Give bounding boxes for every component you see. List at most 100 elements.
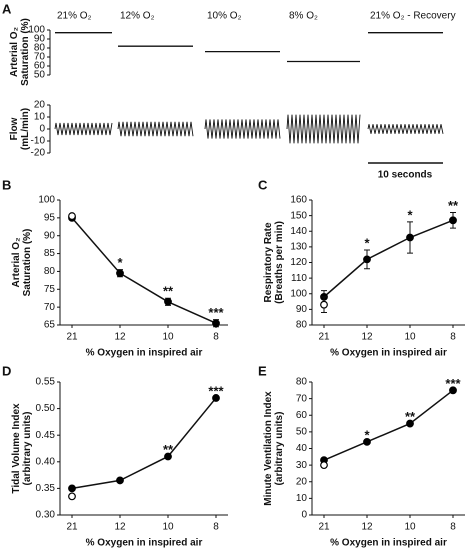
x-tick-label: 21 xyxy=(66,332,78,343)
segment-label: 10% O₂ xyxy=(207,11,242,22)
y-tick-label: 20 xyxy=(296,476,308,487)
scale-label: 10 seconds xyxy=(378,170,433,181)
y-tick-label: 90 xyxy=(44,230,56,241)
panel-letter: E xyxy=(258,363,267,378)
y-axis-label: Saturation (%) xyxy=(22,229,33,297)
x-tick-label: 12 xyxy=(114,332,126,343)
y-tick-label: 140 xyxy=(290,226,307,237)
y-tick-label: 40 xyxy=(296,443,308,454)
y-tick-label: 0 xyxy=(39,124,45,135)
significance-label: *** xyxy=(208,305,224,320)
y-axis-label: Arterial O₂ xyxy=(9,27,20,77)
significance-label: * xyxy=(364,427,370,442)
x-tick-label: 21 xyxy=(66,522,78,533)
y-tick-label: 150 xyxy=(290,210,307,221)
series-line xyxy=(71,217,217,324)
significance-label: ** xyxy=(405,409,416,424)
y-axis-label: (arbitrary units) xyxy=(274,412,285,486)
marker xyxy=(212,319,220,328)
marker xyxy=(164,297,172,306)
y-tick-label: 70 xyxy=(44,302,56,313)
y-tick-label: 80 xyxy=(44,266,56,277)
y-axis-label: (Breaths per min) xyxy=(274,221,285,304)
marker xyxy=(116,476,124,485)
y-tick-label: 80 xyxy=(34,43,46,54)
x-tick-label: 12 xyxy=(361,522,373,533)
marker xyxy=(449,216,457,225)
marker xyxy=(68,492,76,501)
y-tick-label: 130 xyxy=(290,242,307,253)
panel-letter: D xyxy=(2,363,11,378)
segment-label: 8% O₂ xyxy=(289,11,318,22)
significance-label: * xyxy=(407,207,413,222)
x-tick-label: 10 xyxy=(404,332,416,343)
y-tick-label: 80 xyxy=(296,377,308,388)
y-tick-label: 60 xyxy=(34,61,46,72)
y-tick-label: 75 xyxy=(44,284,56,295)
significance-label: ** xyxy=(163,442,174,457)
y-tick-label: 100 xyxy=(38,195,55,206)
y-tick-label: 90 xyxy=(34,34,46,45)
marker xyxy=(116,269,124,278)
x-tick-label: 10 xyxy=(162,332,174,343)
marker xyxy=(164,452,172,461)
y-tick-label: 85 xyxy=(44,248,56,259)
x-tick-label: 21 xyxy=(318,332,330,343)
y-tick-label: 70 xyxy=(296,393,308,404)
y-tick-label: 100 xyxy=(28,25,45,36)
significance-label: * xyxy=(364,235,370,250)
significance-label: ** xyxy=(448,198,459,213)
y-tick-label: 80 xyxy=(296,320,308,331)
flow-trace xyxy=(54,122,113,136)
y-tick-label: 95 xyxy=(44,212,56,223)
segment-label: 21% O₂ xyxy=(57,11,92,22)
marker xyxy=(68,484,76,493)
y-tick-label: 10 xyxy=(296,493,308,504)
y-tick-label: 0.55 xyxy=(36,377,56,388)
y-tick-label: -10 xyxy=(31,136,46,147)
segment-label: 21% O₂ - Recovery xyxy=(370,11,456,22)
y-axis-label: Tidal Volume Index xyxy=(11,403,22,494)
x-tick-label: 8 xyxy=(450,522,456,533)
y-tick-label: 20 xyxy=(34,100,46,111)
flow-trace xyxy=(367,124,444,134)
y-axis-label: (arbitrary units) xyxy=(22,412,33,486)
x-tick-label: 8 xyxy=(213,522,219,533)
y-tick-label: 0.45 xyxy=(36,430,56,441)
flow-trace xyxy=(117,121,194,137)
y-tick-label: 0 xyxy=(301,510,307,521)
y-tick-label: 60 xyxy=(296,410,308,421)
y-tick-label: 160 xyxy=(290,195,307,206)
marker xyxy=(320,300,328,309)
y-axis-label: Arterial O₂ xyxy=(11,237,22,287)
y-tick-label: 110 xyxy=(291,273,307,284)
marker xyxy=(449,386,457,395)
y-tick-label: 50 xyxy=(34,70,46,81)
y-tick-label: 0.30 xyxy=(36,510,56,521)
y-axis-label: Respiratory Rate xyxy=(263,222,274,302)
x-tick-label: 8 xyxy=(450,332,456,343)
marker xyxy=(320,461,328,470)
y-tick-label: 65 xyxy=(44,320,56,331)
x-tick-label: 10 xyxy=(404,522,416,533)
y-axis-label: Flow xyxy=(9,117,20,140)
x-tick-label: 10 xyxy=(162,522,174,533)
x-tick-label: 12 xyxy=(361,332,373,343)
significance-label: * xyxy=(117,255,123,270)
significance-label: ** xyxy=(163,284,174,299)
y-axis-label: Saturation (%) xyxy=(20,18,31,86)
y-tick-label: 70 xyxy=(34,52,46,63)
y-tick-label: 50 xyxy=(296,427,308,438)
y-tick-label: 90 xyxy=(296,304,308,315)
y-axis-label: (mL/min) xyxy=(20,108,31,150)
x-tick-label: 8 xyxy=(213,332,219,343)
y-tick-label: 0.50 xyxy=(36,403,56,414)
series-line xyxy=(323,219,454,298)
series-line xyxy=(71,397,217,490)
x-axis-label: % Oxygen in inspired air xyxy=(330,538,447,549)
y-tick-label: 30 xyxy=(296,460,308,471)
y-tick-label: 0.40 xyxy=(36,456,56,467)
marker xyxy=(363,255,371,264)
panel-letter: A xyxy=(2,1,12,16)
